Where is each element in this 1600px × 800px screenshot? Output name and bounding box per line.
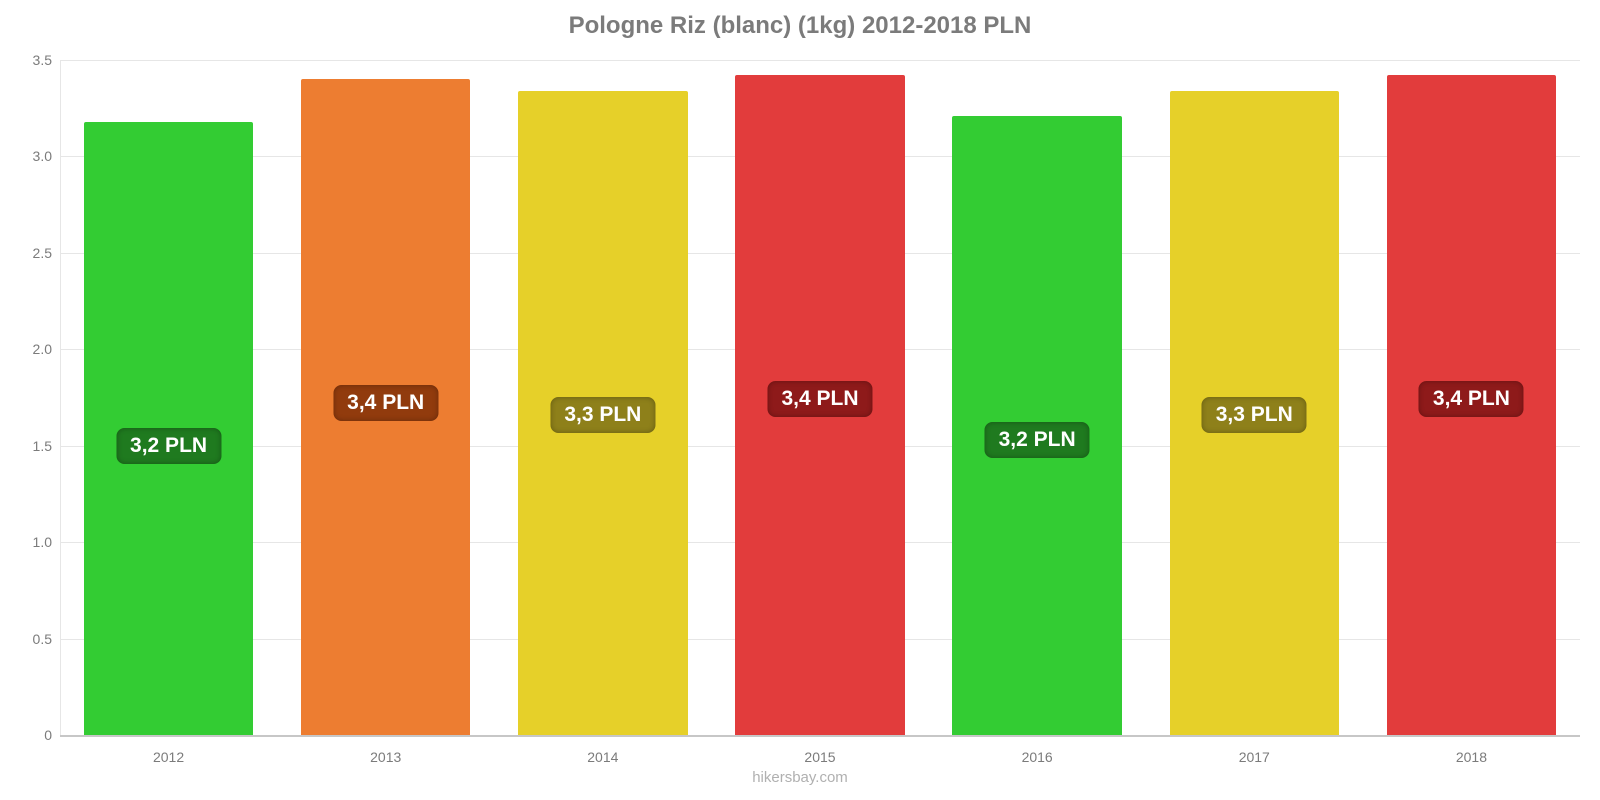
x-tick-label: 2014: [587, 749, 618, 765]
y-tick-label: 0.5: [10, 631, 52, 647]
bar-value-badge: 3,2 PLN: [116, 428, 221, 464]
bar: 3,3 PLN: [518, 91, 687, 735]
bar: 3,4 PLN: [735, 75, 904, 735]
bar-value-badge: 3,3 PLN: [550, 397, 655, 433]
y-tick-label: 3.0: [10, 148, 52, 164]
x-tick-label: 2012: [153, 749, 184, 765]
y-tick-label: 3.5: [10, 52, 52, 68]
bar: 3,2 PLN: [84, 122, 253, 735]
y-tick-label: 1.0: [10, 534, 52, 550]
grid-line: [60, 735, 1580, 737]
bar: 3,3 PLN: [1170, 91, 1339, 735]
x-tick-label: 2016: [1022, 749, 1053, 765]
bar-value-badge: 3,4 PLN: [333, 385, 438, 421]
y-tick-label: 0: [10, 727, 52, 743]
bar: 3,2 PLN: [952, 116, 1121, 735]
bar-value-badge: 3,3 PLN: [1202, 397, 1307, 433]
y-tick-label: 2.0: [10, 341, 52, 357]
x-tick-label: 2017: [1239, 749, 1270, 765]
bars-group: 3,2 PLN 3,4 PLN 3,3 PLN 3,4 PLN 3,2 PLN 3,3 P…: [60, 60, 1580, 735]
bar: 3,4 PLN: [1387, 75, 1556, 735]
x-tick-label: 2015: [804, 749, 835, 765]
y-tick-label: 2.5: [10, 245, 52, 261]
source-credit: hikersbay.com: [0, 769, 1600, 786]
bar-value-badge: 3,2 PLN: [985, 422, 1090, 458]
bar: 3,4 PLN: [301, 79, 470, 735]
plot-area: 00.51.01.52.02.53.03.5 3,2 PLN3,4 PLN3,3…: [60, 60, 1580, 735]
x-tick-label: 2018: [1456, 749, 1487, 765]
bar-value-badge: 3,4 PLN: [767, 381, 872, 417]
bar-chart: Pologne Riz (blanc) (1kg) 2012-2018 PLN …: [0, 0, 1600, 800]
x-tick-label: 2013: [370, 749, 401, 765]
y-tick-label: 1.5: [10, 438, 52, 454]
bar-value-badge: 3,4 PLN: [1419, 381, 1524, 417]
chart-title: Pologne Riz (blanc) (1kg) 2012-2018 PLN: [0, 12, 1600, 40]
